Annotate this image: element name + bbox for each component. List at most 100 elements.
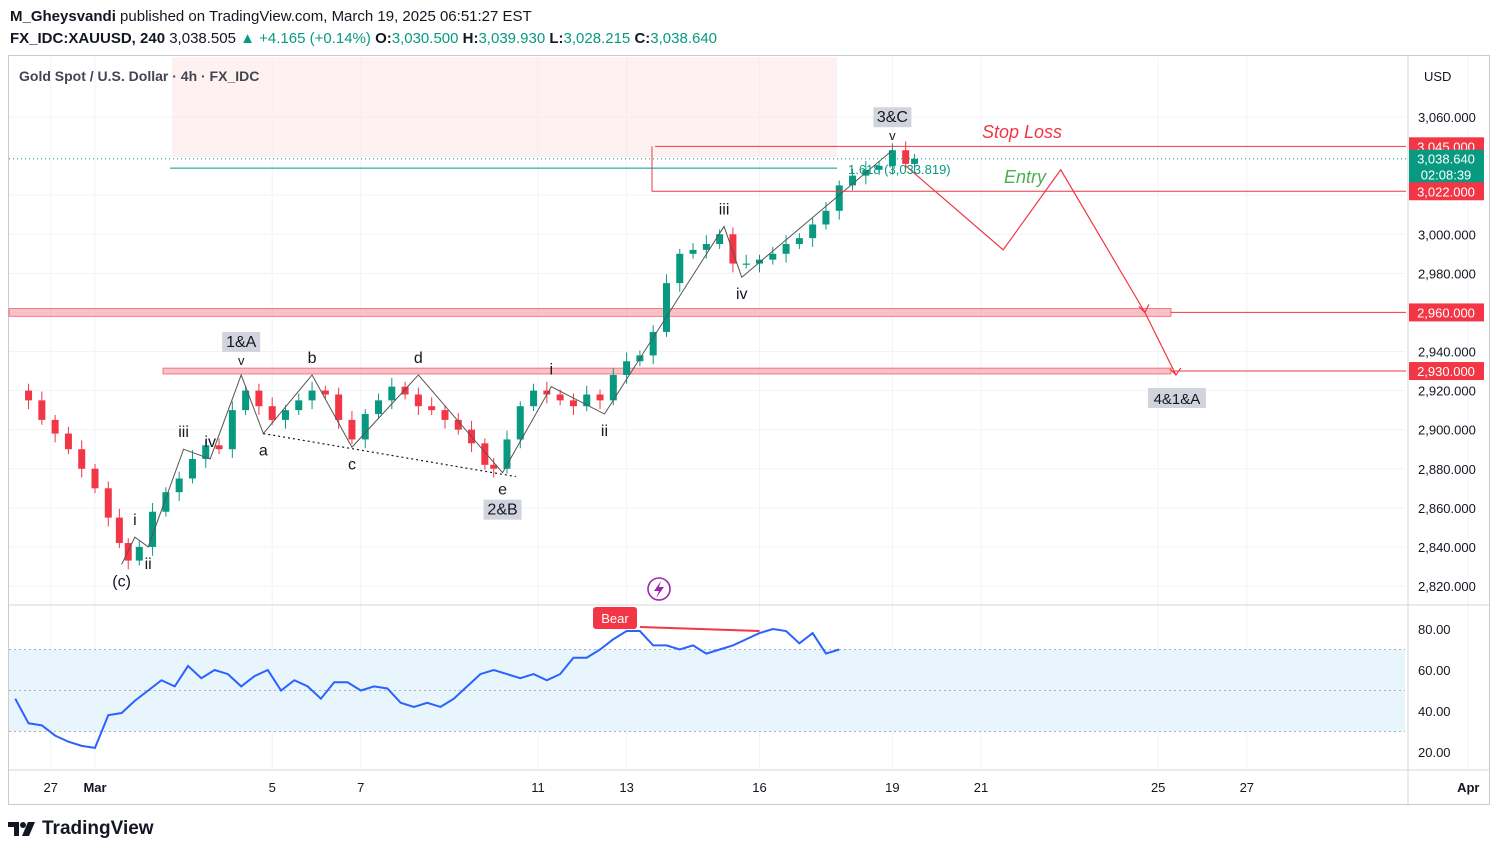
candle-body [388,386,396,401]
candle-body [835,185,843,211]
price-tick: 2,860.000 [1418,501,1476,516]
currency-label[interactable]: USD [1424,69,1451,84]
fib-label: 1.618 (3,033.819) [848,162,951,177]
time-tick: 27 [1240,780,1254,795]
publish-line: M_Gheysvandi published on TradingView.co… [10,8,532,25]
candle-body [569,400,577,407]
candle-body [596,394,604,401]
time-tick: Apr [1457,780,1479,795]
price-label-box [1409,303,1484,322]
price-countdown: 02:08:39 [1421,168,1472,183]
candle-body [375,400,383,415]
price-tick: 2,880.000 [1418,462,1476,477]
candle-body [809,224,817,239]
wave-caret: v [889,128,896,143]
stop-loss-annotation: Stop Loss [982,122,1062,142]
wave-label-11: 2&B [487,502,517,519]
projection-arrowhead [1169,367,1182,376]
price-label-box [1409,182,1484,201]
candle-body [64,433,72,450]
candle-body [104,488,112,518]
candle-body [268,406,276,420]
candle-body [623,361,631,375]
wave-label-0: (c) [112,574,131,591]
open-label: O: [375,30,392,47]
candle-body [242,390,250,411]
wave-caret: v [238,353,245,368]
zone-2930 [162,367,1172,375]
rsi-tick: 60.00 [1418,663,1451,678]
price-tag: 2,930.000 [1417,364,1475,379]
support-zones [8,308,1172,375]
footer-brand: TradingView [42,818,154,839]
candle-body [228,410,236,450]
rsi-tick: 80.00 [1418,622,1451,637]
low-value: 3,028.215 [563,30,631,47]
price-tick: 2,820.000 [1418,579,1476,594]
high-label: H: [462,30,479,47]
candle-body [742,263,750,265]
candle-body [503,439,511,469]
candle-body [516,406,524,440]
candle-body [849,175,857,186]
candles [25,141,919,570]
price-tick: 3,000.000 [1418,227,1476,242]
candle-body [729,234,737,264]
candle-body [702,244,710,250]
close-value: 3,038.640 [650,30,718,47]
candle-body [215,445,223,450]
wave-label-box [873,107,912,128]
price-tick: 2,840.000 [1418,540,1476,555]
lightning-icon[interactable] [647,577,671,601]
wave-label-4: iv [204,434,216,451]
level-lines [9,145,1406,372]
wave-label-box [483,499,522,520]
tradingview-icon [8,820,38,838]
wave-label-9: d [414,350,423,367]
price-tick: 2,940.000 [1418,345,1476,360]
candle-body [51,419,59,434]
candle-body [756,259,763,264]
time-axis[interactable]: 27Mar5711131619212527Apr36911 [43,780,1498,795]
projection-line [905,165,1177,376]
candle-body [716,234,724,245]
wave-label-16: 3&C [877,109,908,126]
price-tag: 3,038.640 [1417,152,1475,167]
candle-body [115,517,123,544]
tradingview-logo[interactable]: TradingView [8,818,154,840]
target-label: 4&1&A [1154,391,1201,408]
candle-body [78,449,86,469]
time-tick: 25 [1151,780,1165,795]
price-label-box [1409,149,1484,184]
bear-divergence-badge: Bear [593,607,637,629]
candle-body [91,468,99,489]
candle-body [583,394,591,407]
zone-2960 [8,308,1172,317]
price-tick: 2,900.000 [1418,423,1476,438]
entry-annotation: Entry [1004,167,1047,187]
candle-body [295,400,303,411]
wave-label-12: i [550,362,554,379]
price-axis[interactable]: 3,060.0003,045.0003,038.64002:08:393,022… [1409,110,1484,760]
candle-body [335,394,343,420]
candle-body [902,150,910,164]
candle-body [162,492,170,512]
candle-body [911,158,919,164]
price-tick: 3,060.000 [1418,110,1476,125]
rsi-pane [9,625,1405,750]
time-tick: 19 [885,780,899,795]
symbol-label[interactable]: FX_IDC:XAUUSD, 240 [10,30,166,47]
time-tick: Mar [83,780,106,795]
candle-body [689,249,697,254]
open-value: 3,030.500 [391,30,459,47]
candle-body [530,390,538,407]
wave-label-8: c [348,456,356,473]
candle-body [361,414,369,440]
author-name[interactable]: M_Gheysvandi [10,8,116,25]
wave-label-1: i [133,512,137,529]
projection-path: 4&1&A [905,165,1206,408]
time-tick: 13 [619,780,633,795]
candle-body [188,458,196,479]
candle-body [175,478,183,493]
